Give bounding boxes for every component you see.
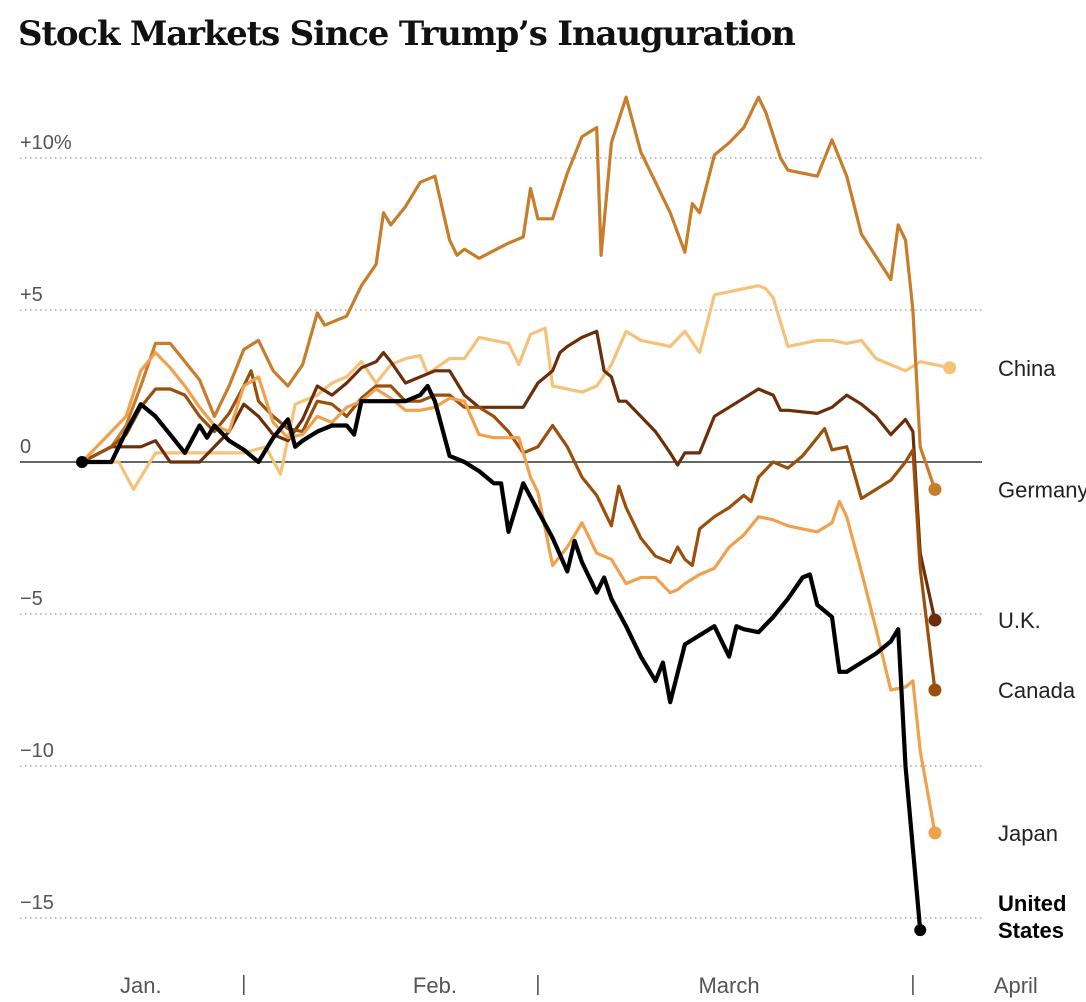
y-tick-label: +10% [20, 132, 72, 154]
y-tick-label: −5 [20, 588, 43, 610]
series-endpoint [928, 613, 942, 627]
x-tick-label: April [994, 973, 1038, 998]
series-line-united-states [79, 383, 923, 933]
x-axis: Jan. Feb. March April [120, 973, 1038, 998]
series-endpoint [928, 683, 942, 697]
series-line-u-k [80, 329, 937, 622]
y-axis-labels: +10% +5 0 −5 −10 −15 [20, 132, 72, 914]
x-tick-label: March [698, 973, 759, 998]
y-tick-label: +5 [20, 284, 43, 306]
start-dot [76, 456, 88, 468]
series-endpoint [928, 482, 942, 496]
series-endpoint [914, 924, 927, 937]
series-line-china [80, 284, 952, 491]
series-line-germany [80, 95, 937, 491]
x-tick-label: Jan. [120, 973, 162, 998]
series-label: States [998, 918, 1064, 943]
series-label: Japan [998, 821, 1058, 846]
series-label: U.K. [998, 608, 1041, 633]
series-line-canada [80, 369, 937, 692]
series-label: United [998, 891, 1066, 916]
start-point [76, 456, 88, 468]
x-tick-label: Feb. [413, 973, 457, 998]
series-endpoint [928, 826, 942, 840]
series-lines [79, 95, 952, 933]
y-tick-label: −15 [20, 892, 54, 914]
series-label: Canada [998, 678, 1076, 703]
chart-title: Stock Markets Since Trump’s Inauguration [18, 14, 796, 54]
series-endpoints [914, 361, 957, 937]
series-line-japan [80, 351, 937, 835]
series-label: Germany [998, 477, 1086, 502]
series-endpoint [943, 361, 957, 375]
y-tick-label: −10 [20, 740, 54, 762]
series-label: China [998, 356, 1056, 381]
y-tick-label: 0 [20, 436, 31, 458]
gridlines [20, 157, 982, 919]
